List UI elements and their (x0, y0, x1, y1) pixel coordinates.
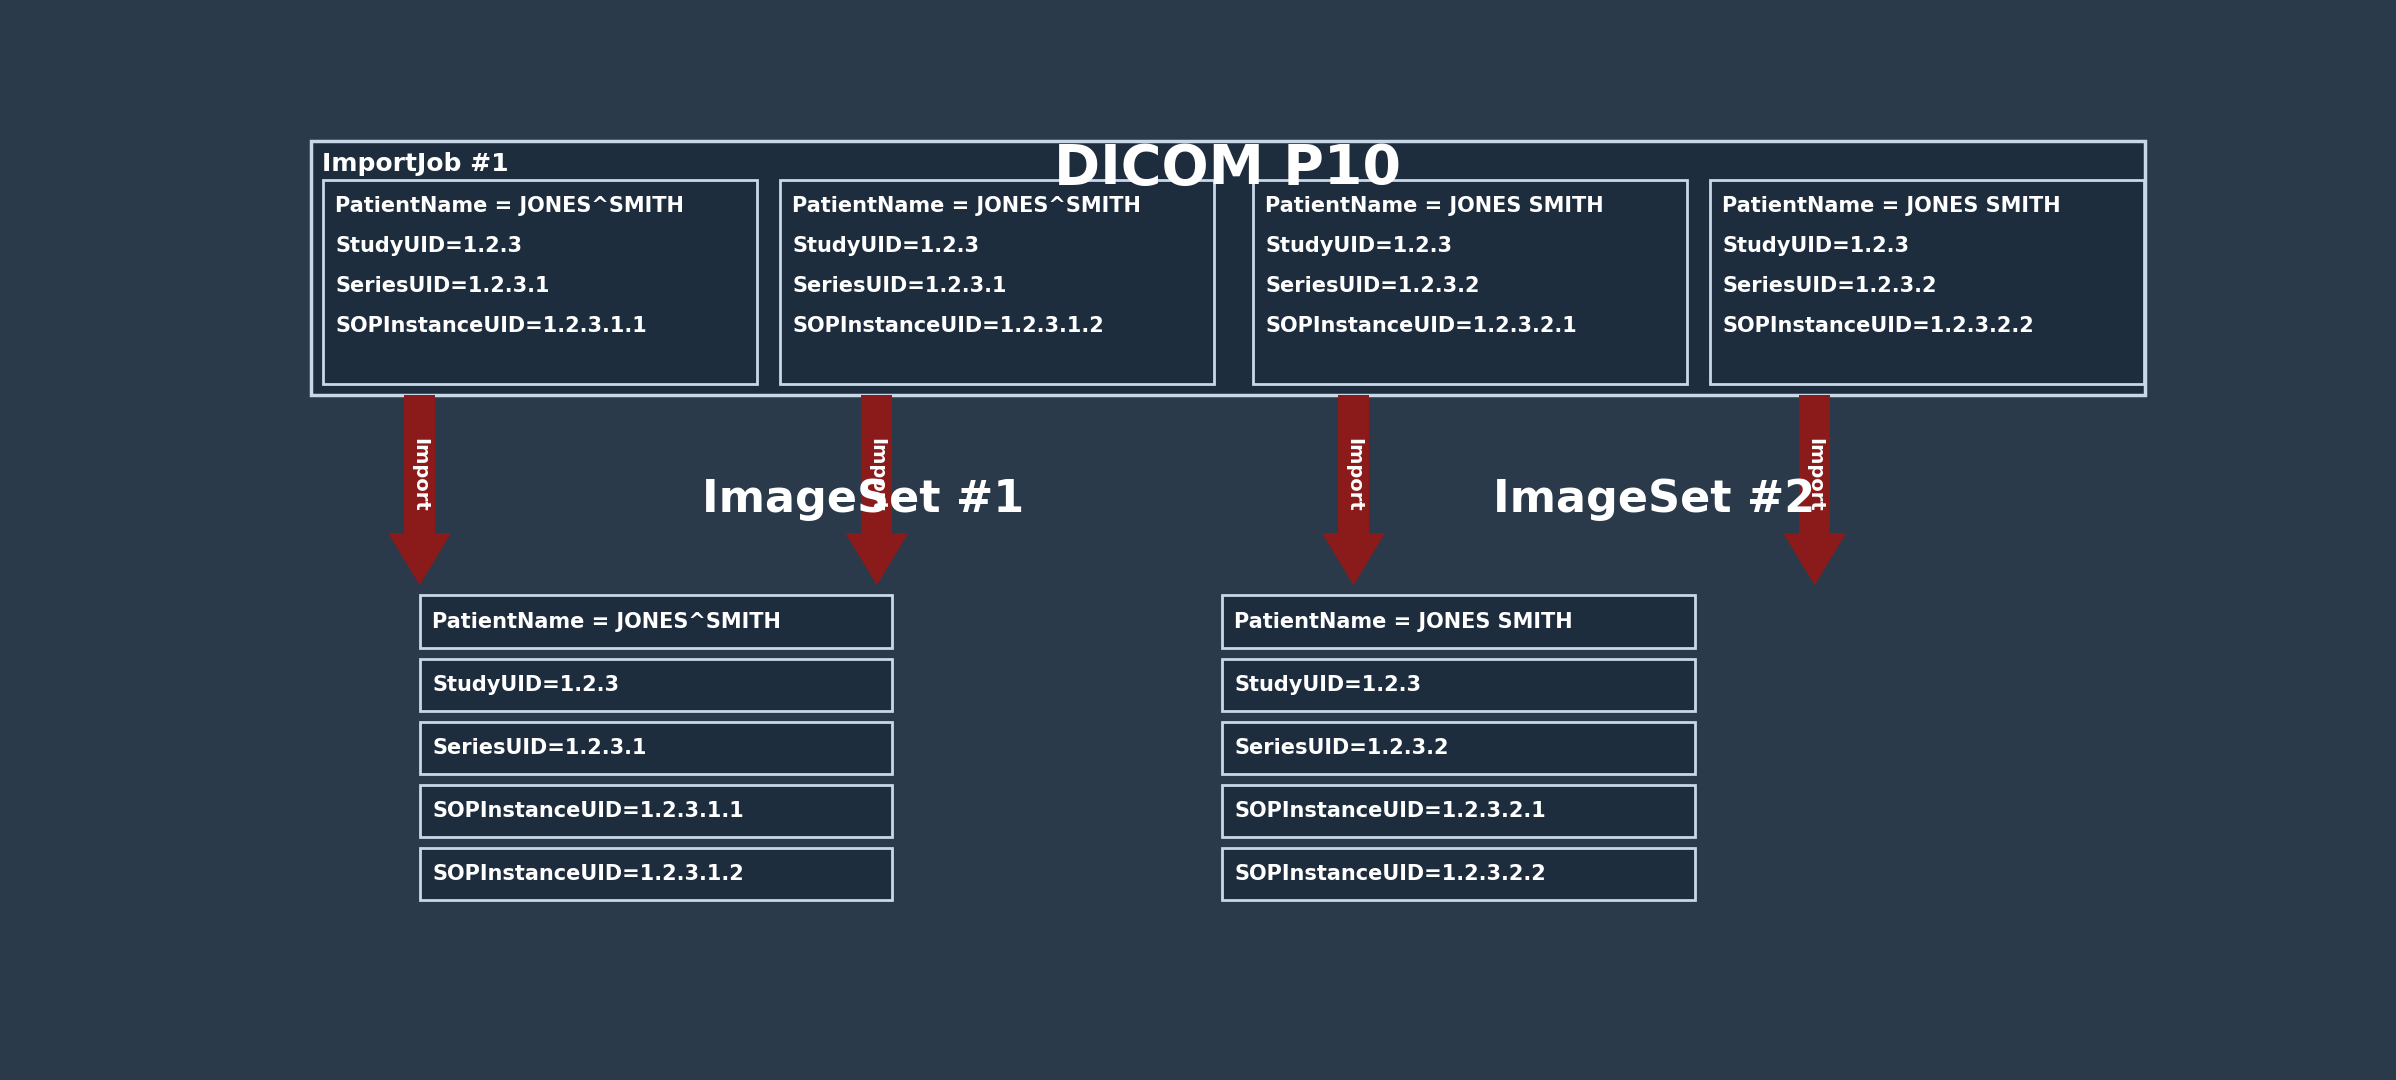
FancyBboxPatch shape (323, 179, 757, 383)
Text: SeriesUID=1.2.3.2: SeriesUID=1.2.3.2 (1265, 275, 1481, 296)
Text: PatientName = JONES SMITH: PatientName = JONES SMITH (1265, 195, 1603, 216)
Polygon shape (1323, 534, 1385, 584)
Text: Import: Import (1344, 437, 1363, 511)
FancyBboxPatch shape (1799, 395, 1831, 534)
Text: PatientName = JONES^SMITH: PatientName = JONES^SMITH (793, 195, 1140, 216)
Text: PatientName = JONES SMITH: PatientName = JONES SMITH (1234, 611, 1572, 632)
FancyBboxPatch shape (419, 721, 891, 774)
Text: SOPInstanceUID=1.2.3.1.2: SOPInstanceUID=1.2.3.1.2 (793, 315, 1105, 336)
Text: ImageSet #1: ImageSet #1 (702, 477, 1025, 521)
Text: Import: Import (867, 437, 887, 511)
Text: SOPInstanceUID=1.2.3.2.1: SOPInstanceUID=1.2.3.2.1 (1234, 801, 1545, 821)
Polygon shape (391, 534, 450, 584)
Text: SeriesUID=1.2.3.1: SeriesUID=1.2.3.1 (431, 738, 647, 758)
FancyBboxPatch shape (1711, 179, 2144, 383)
Text: SOPInstanceUID=1.2.3.2.2: SOPInstanceUID=1.2.3.2.2 (1234, 864, 1545, 885)
Text: Import: Import (410, 437, 429, 511)
Text: StudyUID=1.2.3: StudyUID=1.2.3 (431, 675, 618, 694)
FancyBboxPatch shape (1253, 179, 1687, 383)
Polygon shape (846, 534, 908, 584)
FancyBboxPatch shape (1222, 595, 1694, 648)
Text: SeriesUID=1.2.3.2: SeriesUID=1.2.3.2 (1234, 738, 1450, 758)
FancyBboxPatch shape (419, 595, 891, 648)
Text: SeriesUID=1.2.3.1: SeriesUID=1.2.3.1 (335, 275, 549, 296)
Text: StudyUID=1.2.3: StudyUID=1.2.3 (1265, 235, 1452, 256)
Text: ImageSet #2: ImageSet #2 (1493, 477, 1816, 521)
Text: StudyUID=1.2.3: StudyUID=1.2.3 (1723, 235, 1910, 256)
FancyBboxPatch shape (311, 141, 2144, 395)
Text: StudyUID=1.2.3: StudyUID=1.2.3 (793, 235, 980, 256)
Text: StudyUID=1.2.3: StudyUID=1.2.3 (335, 235, 522, 256)
Text: ImportJob #1: ImportJob #1 (321, 152, 508, 176)
FancyBboxPatch shape (781, 179, 1215, 383)
FancyBboxPatch shape (419, 848, 891, 901)
Text: SeriesUID=1.2.3.2: SeriesUID=1.2.3.2 (1723, 275, 1936, 296)
Polygon shape (1785, 534, 1845, 584)
Text: SeriesUID=1.2.3.1: SeriesUID=1.2.3.1 (793, 275, 1006, 296)
FancyBboxPatch shape (1337, 395, 1368, 534)
FancyBboxPatch shape (419, 659, 891, 711)
Text: SOPInstanceUID=1.2.3.1.1: SOPInstanceUID=1.2.3.1.1 (335, 315, 647, 336)
Text: SOPInstanceUID=1.2.3.1.2: SOPInstanceUID=1.2.3.1.2 (431, 864, 743, 885)
Text: PatientName = JONES^SMITH: PatientName = JONES^SMITH (431, 611, 781, 632)
Text: PatientName = JONES SMITH: PatientName = JONES SMITH (1723, 195, 2061, 216)
Text: SOPInstanceUID=1.2.3.2.1: SOPInstanceUID=1.2.3.2.1 (1265, 315, 1577, 336)
FancyBboxPatch shape (405, 395, 436, 534)
FancyBboxPatch shape (1222, 848, 1694, 901)
Text: SOPInstanceUID=1.2.3.2.2: SOPInstanceUID=1.2.3.2.2 (1723, 315, 2034, 336)
Text: DICOM P10: DICOM P10 (1054, 141, 1402, 195)
FancyBboxPatch shape (1222, 785, 1694, 837)
FancyBboxPatch shape (419, 785, 891, 837)
Text: SOPInstanceUID=1.2.3.1.1: SOPInstanceUID=1.2.3.1.1 (431, 801, 743, 821)
Text: Import: Import (1804, 437, 1823, 511)
FancyBboxPatch shape (1222, 721, 1694, 774)
Text: StudyUID=1.2.3: StudyUID=1.2.3 (1234, 675, 1421, 694)
FancyBboxPatch shape (863, 395, 891, 534)
FancyBboxPatch shape (1222, 659, 1694, 711)
Text: PatientName = JONES^SMITH: PatientName = JONES^SMITH (335, 195, 683, 216)
